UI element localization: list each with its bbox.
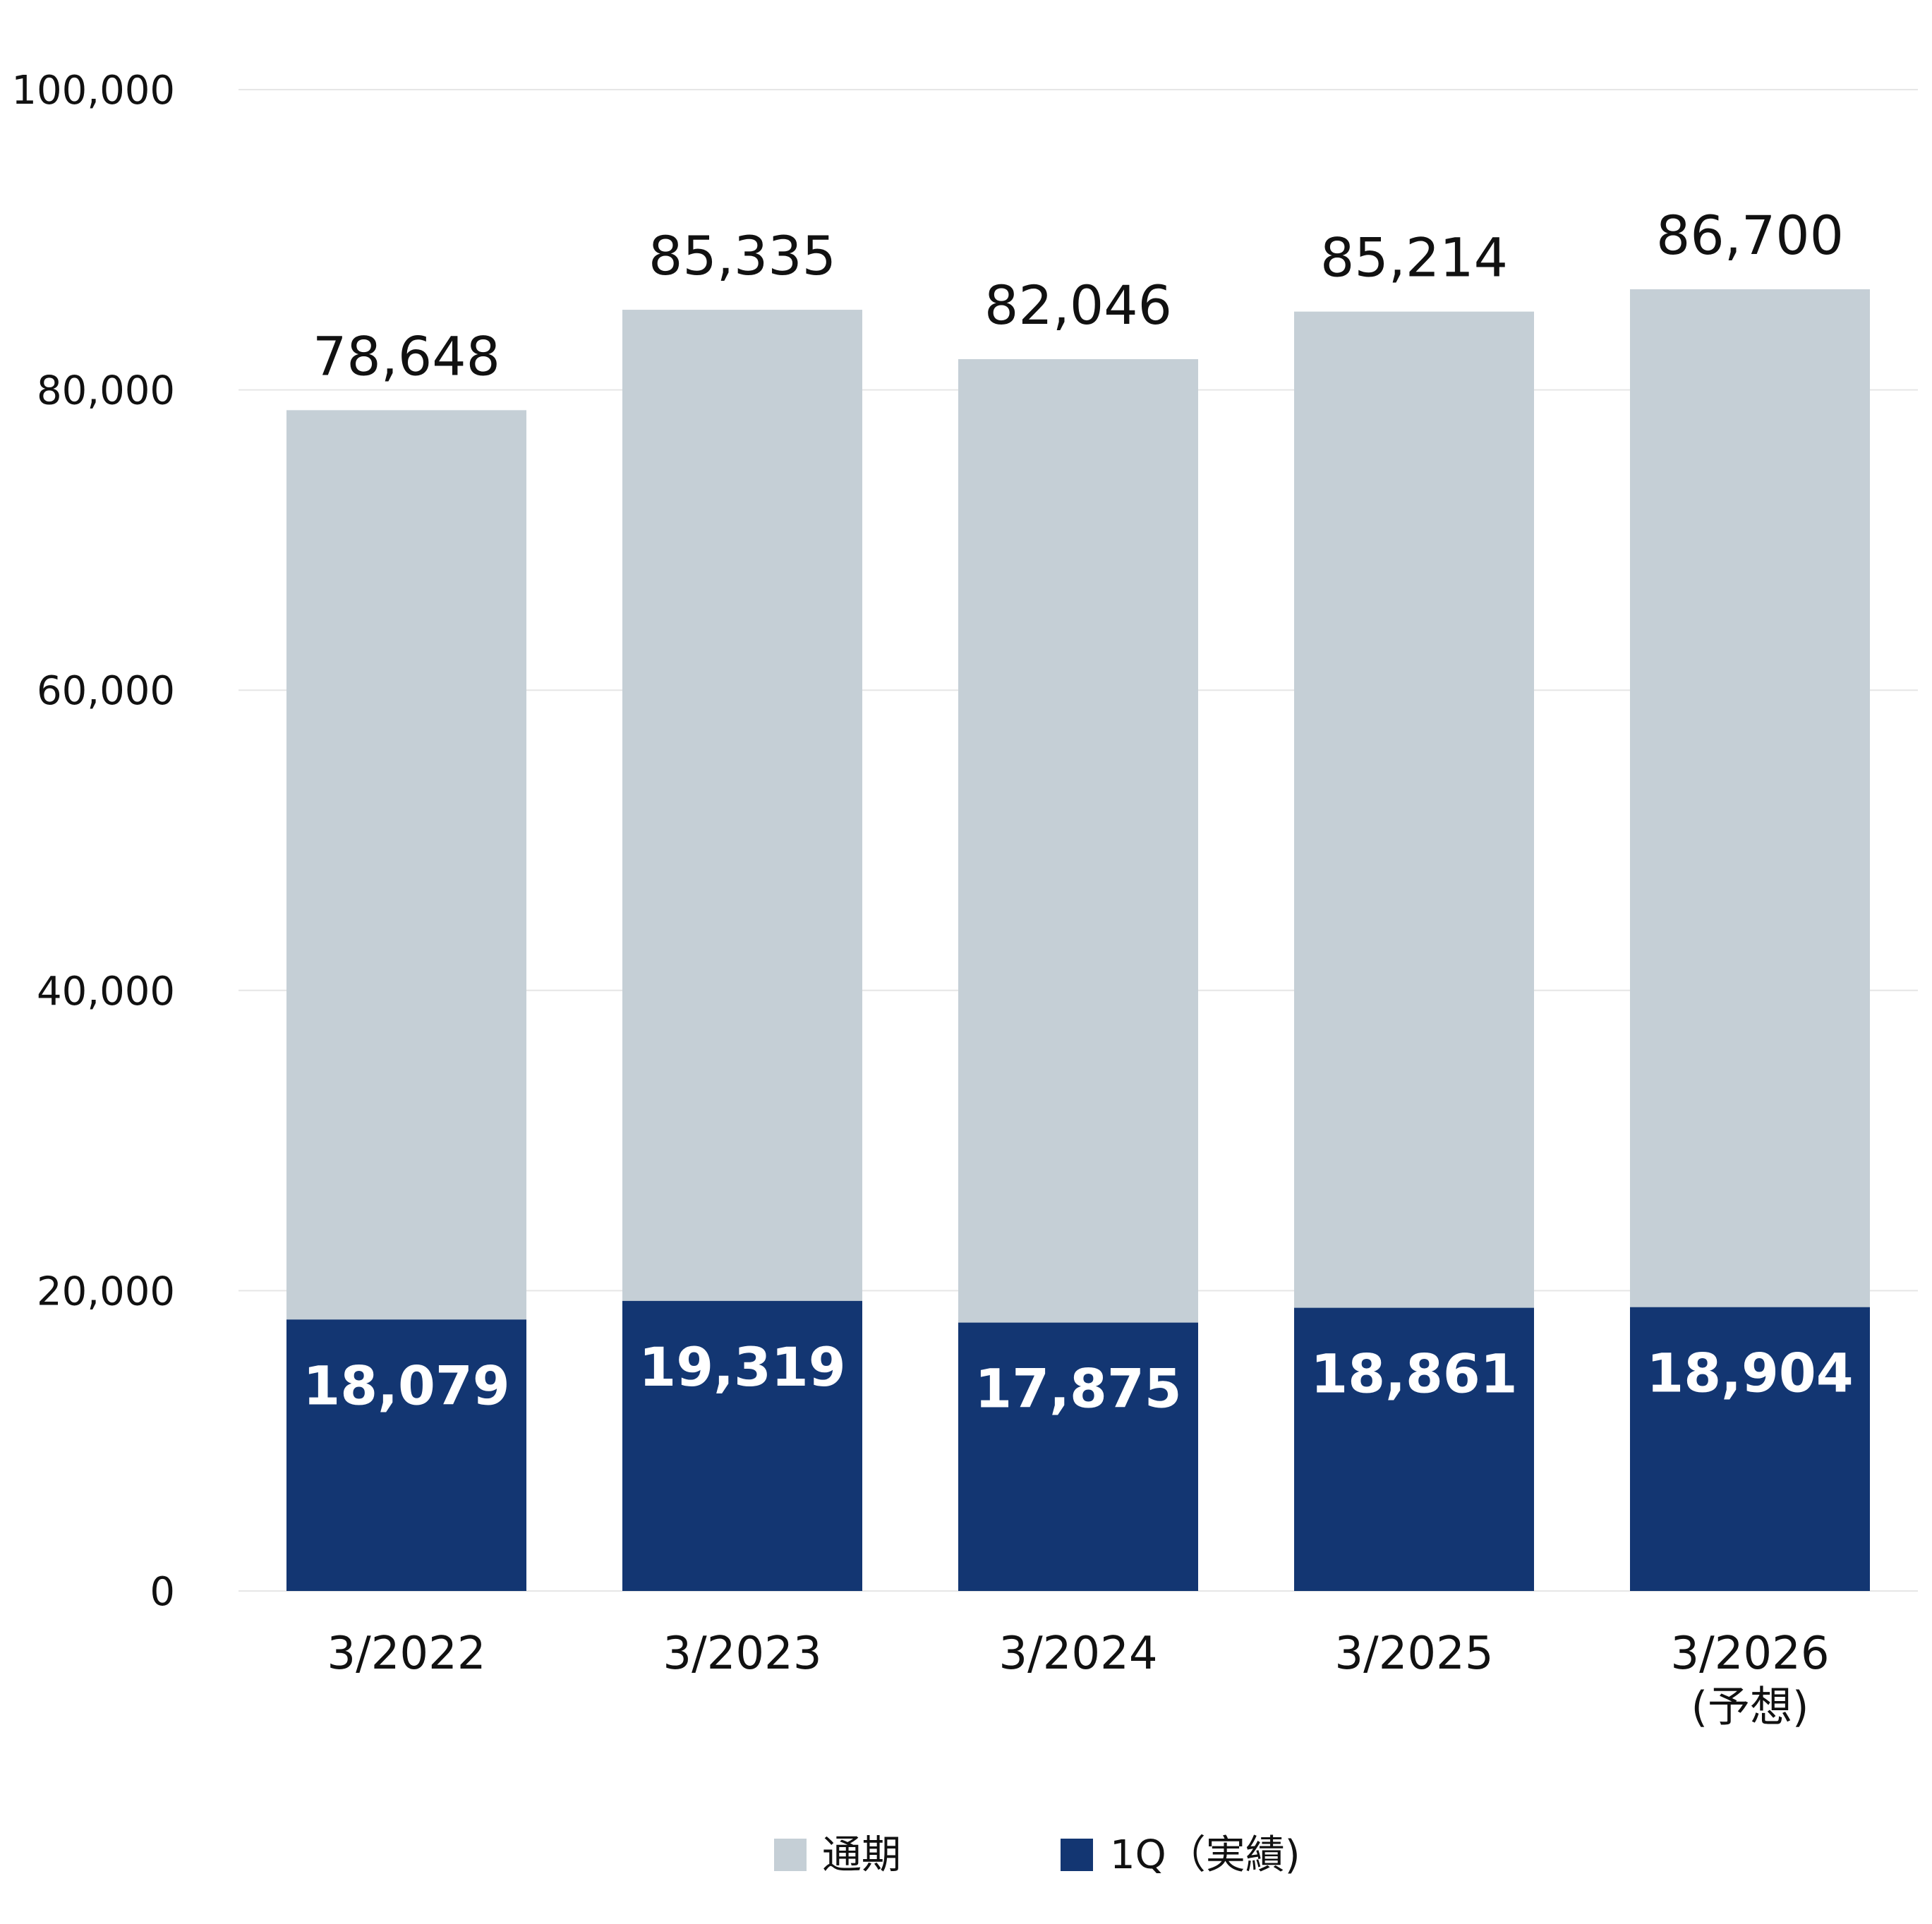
bars: [286, 289, 1870, 1592]
data-label-q1: 18,904: [1646, 1342, 1853, 1405]
bar-q1: [1630, 1307, 1870, 1591]
data-label-full-year: 78,648: [313, 325, 500, 387]
y-tick-label: 80,000: [37, 368, 175, 414]
bar-q1: [958, 1322, 1198, 1591]
data-label-full-year: 85,335: [648, 224, 836, 287]
data-label-q1: 19,319: [639, 1336, 845, 1398]
y-tick-label: 20,000: [37, 1269, 175, 1314]
data-label-full-year: 82,046: [984, 274, 1172, 337]
legend-label-q1: 1Q（実績): [1110, 1832, 1300, 1878]
x-tick-label: 3/2025: [1334, 1628, 1493, 1680]
bar-q1: [1294, 1307, 1534, 1591]
x-tick-label: 3/2024: [998, 1628, 1157, 1680]
data-label-q1: 18,079: [303, 1354, 509, 1417]
legend-swatch-full-year: [774, 1839, 807, 1871]
y-tick-label: 60,000: [37, 668, 175, 714]
x-axis-tick-labels: 3/2022 3/2023 3/2024 3/2025 3/2026(予想): [327, 1628, 1829, 1732]
data-label-full-year: 86,700: [1656, 204, 1844, 267]
x-tick-sublabel: (予想): [1691, 1683, 1809, 1732]
y-tick-label: 100,000: [11, 68, 175, 114]
data-label-q1: 17,875: [974, 1357, 1181, 1420]
legend-label-full-year: 通期: [822, 1832, 901, 1878]
y-axis-tick-labels: 0 20,000 40,000 60,000 80,000 100,000: [11, 68, 175, 1615]
bar-q1: [286, 1319, 526, 1591]
legend: 通期 1Q（実績): [774, 1832, 1300, 1878]
legend-swatch-q1: [1061, 1839, 1093, 1871]
data-label-q1: 18,861: [1310, 1343, 1517, 1405]
x-tick-label: 3/2023: [663, 1628, 821, 1680]
y-tick-label: 0: [150, 1569, 175, 1615]
x-tick-label: 3/2022: [327, 1628, 485, 1680]
y-tick-label: 40,000: [37, 969, 175, 1015]
data-labels: 78,648 18,079 85,335 19,319 82,046 17,875 85,2…: [303, 204, 1853, 1420]
bar-q1: [622, 1300, 862, 1591]
x-tick-label: 3/2026: [1670, 1628, 1829, 1680]
data-label-full-year: 85,214: [1320, 226, 1508, 289]
